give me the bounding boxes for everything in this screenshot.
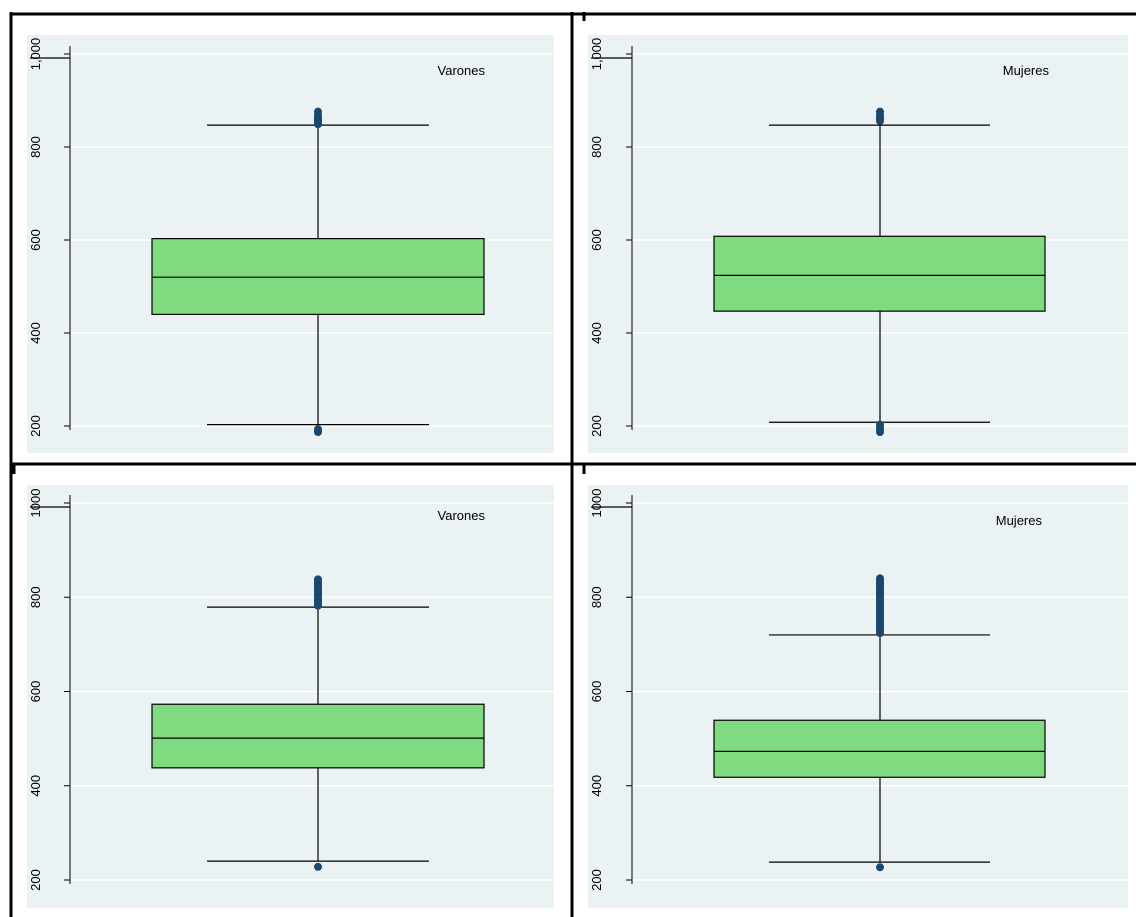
y-tick-label: 600 — [589, 681, 604, 703]
outlier-point — [876, 107, 884, 116]
outlier-point — [876, 574, 884, 583]
y-tick-label: 200 — [28, 869, 43, 891]
iqr-box — [713, 235, 1046, 312]
y-tick-label: 200 — [589, 415, 604, 437]
y-tick-label: 800 — [28, 136, 43, 158]
outlier-point — [314, 575, 322, 584]
outlier-point — [314, 425, 322, 434]
panel-2: 200 400 600 800 1,000 Mujeres — [588, 35, 1128, 453]
y-tick-label: 400 — [589, 775, 604, 797]
y-tick-label: 600 — [28, 229, 43, 251]
group-label: Varones — [438, 63, 486, 78]
y-tick-label: 1,000 — [589, 38, 604, 71]
y-tick-label: 200 — [589, 869, 604, 891]
outlier-point — [314, 107, 322, 116]
panel-4: 200 400 600 800 1000 Mujeres — [588, 485, 1128, 908]
y-tick-label: 1000 — [589, 489, 604, 518]
iqr-box — [713, 719, 1046, 778]
y-tick-label: 1000 — [28, 489, 43, 518]
outlier-point — [876, 863, 884, 872]
y-tick-label: 800 — [28, 586, 43, 608]
panel-3: 200 400 600 800 1000 Varones — [27, 485, 554, 908]
panel-frames — [9, 12, 1136, 917]
y-tick-label: 800 — [589, 586, 604, 608]
y-tick-label: 600 — [589, 229, 604, 251]
group-label: Varones — [438, 508, 486, 523]
plot-background — [588, 485, 1128, 908]
y-tick-label: 400 — [28, 322, 43, 344]
iqr-box — [151, 238, 485, 315]
outlier-point — [314, 862, 322, 871]
y-tick-label: 600 — [28, 681, 43, 703]
y-tick-label: 1,000 — [28, 38, 43, 71]
outlier-point — [876, 420, 884, 429]
group-label: Mujeres — [996, 513, 1043, 528]
iqr-box — [151, 703, 485, 769]
y-tick-label: 800 — [589, 136, 604, 158]
y-tick-label: 200 — [28, 415, 43, 437]
plot-background — [27, 485, 554, 908]
group-label: Mujeres — [1003, 63, 1050, 78]
panel-1: 200 400 600 800 1,000 Varones — [27, 35, 554, 453]
y-tick-label: 400 — [589, 322, 604, 344]
y-tick-label: 400 — [28, 775, 43, 797]
